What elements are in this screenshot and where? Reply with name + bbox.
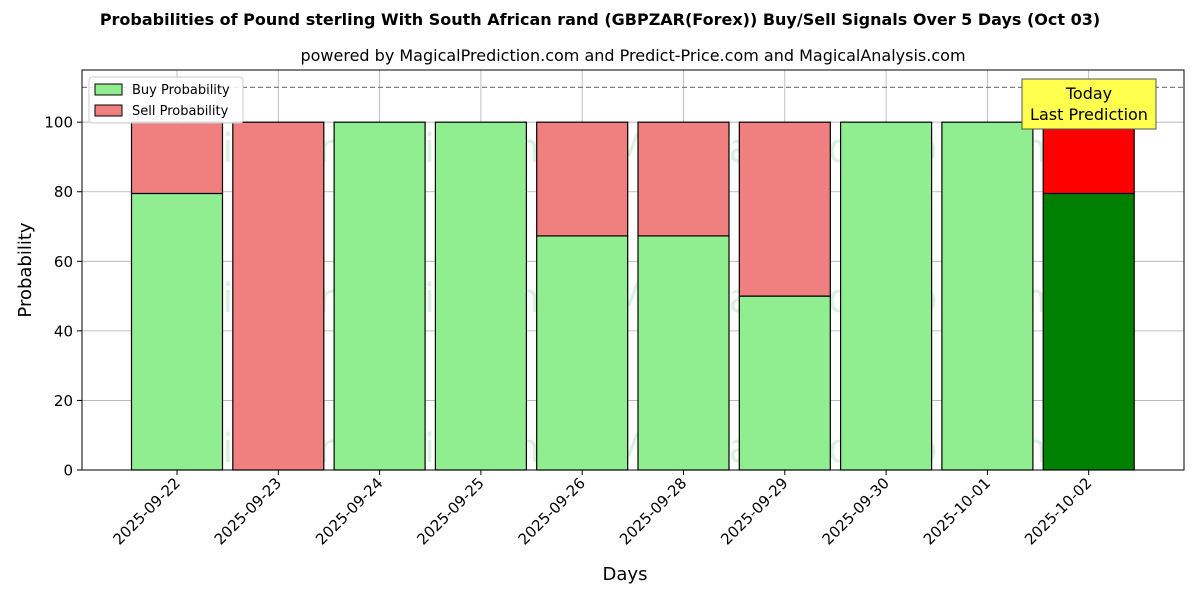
legend-swatch: [94, 83, 123, 96]
x-tick-label: 2025-09-26: [515, 474, 589, 548]
chart-title: Probabilities of Pound sterling With Sou…: [99, 10, 1101, 29]
y-tick-label: 40: [54, 322, 73, 340]
sell-bar: [536, 121, 629, 237]
legend-label: Buy Probability: [132, 83, 230, 98]
x-axis-label: Days: [603, 564, 648, 585]
buy-bar: [1042, 192, 1135, 471]
y-tick-label: 100: [44, 114, 73, 132]
buy-bar: [738, 295, 831, 471]
legend-label: Sell Probability: [132, 104, 229, 119]
x-tick-label: 2025-09-30: [819, 474, 893, 548]
y-axis-label: Probability: [15, 222, 36, 317]
legend-box: [88, 76, 244, 124]
y-tick-label: 0: [63, 462, 73, 480]
chart-subtitle: powered by MagicalPrediction.com and Pre…: [300, 46, 966, 65]
buy-bar: [333, 121, 426, 471]
sell-bar: [637, 121, 730, 237]
y-tick-label: 20: [54, 392, 73, 410]
sell-bar: [738, 121, 831, 297]
buy-bar: [434, 121, 527, 471]
y-tick-label: 60: [54, 253, 73, 271]
plot-frame: [81, 69, 1185, 471]
x-tick-label: 2025-10-01: [920, 474, 994, 548]
x-tick-label: 2025-09-25: [413, 474, 487, 548]
today-annotation-box: [1021, 78, 1157, 130]
today-annotation-text: Today: [1065, 84, 1112, 103]
legend-swatch: [94, 104, 123, 117]
sell-bar: [130, 121, 224, 195]
x-tick-label: 2025-09-24: [312, 474, 386, 548]
x-tick-label: 2025-09-23: [211, 474, 285, 548]
x-tick-label: 2025-09-29: [717, 474, 791, 548]
buy-bar: [536, 235, 629, 471]
buy-bar: [941, 121, 1034, 471]
x-tick-label: 2025-10-02: [1021, 474, 1095, 548]
y-tick-label: 80: [54, 183, 73, 201]
today-annotation-text: Last Prediction: [1030, 105, 1148, 124]
x-tick-label: 2025-09-22: [109, 474, 183, 548]
buy-bar: [637, 235, 730, 471]
buy-bar: [839, 121, 933, 471]
x-tick-label: 2025-09-28: [616, 474, 690, 548]
sell-bar: [232, 121, 325, 471]
buy-bar: [130, 192, 224, 471]
sell-bar: [1042, 121, 1135, 195]
